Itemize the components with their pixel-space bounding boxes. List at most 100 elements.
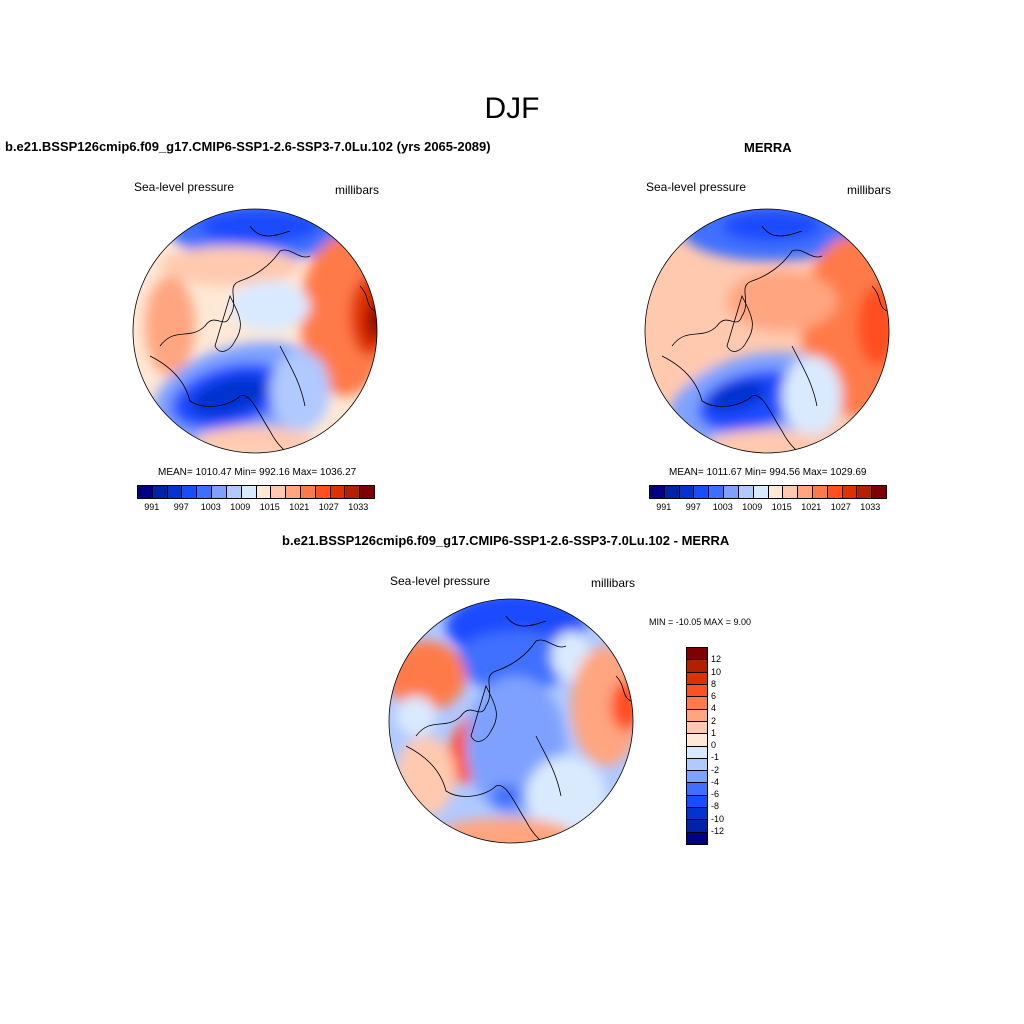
colorbar-swatch	[271, 486, 287, 498]
colorbar-swatch	[345, 486, 361, 498]
coastline	[149, 225, 376, 452]
pressure-contour-region	[396, 736, 456, 816]
pressure-contour-region	[722, 210, 822, 242]
pressure-contour-region	[230, 281, 310, 331]
colorbar-tick-label: 8	[711, 678, 717, 689]
colorbar-tick-label: 1009	[230, 502, 251, 512]
colorbar-swatch	[226, 486, 242, 498]
colorbar-swatch	[330, 486, 346, 498]
colorbar-swatch	[687, 746, 707, 759]
colorbar-tick-label: 1021	[801, 502, 822, 512]
panel1-variable-label: Sea-level pressure	[134, 180, 235, 194]
pressure-contour-region	[270, 351, 330, 431]
colorbar-swatch	[687, 709, 707, 722]
colorbar-swatch	[812, 486, 828, 498]
colorbar-swatch	[197, 486, 213, 498]
panel1-polar-map	[132, 208, 378, 454]
colorbar-swatch	[842, 486, 858, 498]
colorbar-tick-label: 2	[711, 715, 717, 726]
colorbar-swatch	[687, 734, 707, 747]
pressure-contour-region	[200, 209, 320, 244]
panel2-polar-map	[644, 208, 890, 454]
colorbar-swatch	[687, 771, 707, 784]
colorbar-swatch	[167, 486, 183, 498]
pressure-contour-region	[367, 301, 377, 341]
panel2-variable-label: Sea-level pressure	[646, 180, 747, 194]
panel1-title: b.e21.BSSP126cmip6.f09_g17.CMIP6-SSP1-2.…	[5, 139, 491, 154]
colorbar-swatch	[827, 486, 843, 498]
colorbar-swatch	[650, 486, 665, 498]
colorbar-tick-label: 10	[711, 666, 722, 677]
colorbar-swatch	[687, 783, 707, 796]
colorbar-tick-label: 4	[711, 703, 717, 714]
colorbar-swatch	[679, 486, 695, 498]
colorbar-tick-label: 1003	[200, 502, 221, 512]
colorbar-swatch	[738, 486, 754, 498]
panel3-polar-map	[388, 598, 634, 844]
panel2-colorbar	[649, 485, 887, 499]
panel3-variable-label: Sea-level pressure	[390, 574, 491, 588]
colorbar-tick-label: 1	[711, 727, 717, 738]
colorbar-swatch	[687, 721, 707, 735]
panel2-stats: MEAN= 1011.67 Min= 994.56 Max= 1029.69	[669, 467, 867, 478]
map-boundary	[132, 208, 378, 454]
panel2-units-label: millibars	[847, 183, 892, 197]
colorbar-swatch	[138, 486, 153, 498]
colorbar-swatch	[315, 486, 331, 498]
pressure-contour-region	[571, 646, 633, 766]
colorbar-swatch	[286, 486, 301, 498]
colorbar-swatch	[212, 486, 227, 498]
pressure-contour-region	[160, 246, 300, 286]
colorbar-swatch	[687, 697, 707, 710]
pressure-contour-region	[491, 784, 521, 808]
colorbar-swatch	[687, 795, 707, 809]
colorbar-swatch	[687, 758, 707, 772]
colorbar-swatch	[687, 648, 707, 661]
colorbar-tick-label: 997	[685, 502, 701, 512]
colorbar-tick-label: -10	[711, 813, 725, 824]
figure-title: DJF	[484, 92, 540, 125]
colorbar-tick-label: 1015	[771, 502, 792, 512]
colorbar-tick-label: -8	[711, 801, 720, 812]
colorbar-swatch	[687, 832, 707, 844]
colorbar-tick-label: 997	[173, 502, 189, 512]
map-boundary	[644, 208, 890, 454]
colorbar-swatch	[256, 486, 272, 498]
pressure-contour-region	[667, 301, 717, 391]
colorbar-swatch	[783, 486, 799, 498]
colorbar-swatch	[872, 486, 886, 498]
pressure-contour-region	[396, 696, 436, 736]
colorbar-swatch	[664, 486, 680, 498]
colorbar-swatch	[709, 486, 725, 498]
colorbar-swatch	[687, 684, 707, 698]
colorbar-swatch	[687, 808, 707, 821]
colorbar-swatch	[694, 486, 710, 498]
colorbar-tick-label: 991	[656, 502, 672, 512]
panel1-units-label: millibars	[335, 183, 380, 197]
colorbar-swatch	[300, 486, 316, 498]
colorbar-tick-label: -2	[711, 764, 720, 775]
pressure-contour-region	[436, 818, 576, 843]
colorbar-tick-label: -1	[711, 752, 720, 763]
colorbar-tick-label: 6	[711, 691, 717, 701]
colorbar-tick-label: -6	[711, 789, 720, 799]
colorbar-swatch	[152, 486, 168, 498]
colorbar-swatch	[724, 486, 739, 498]
panel2-title: MERRA	[744, 140, 792, 155]
colorbar-swatch	[182, 486, 198, 498]
colorbar-tick-label: 1015	[259, 502, 280, 512]
colorbar-swatch	[687, 820, 707, 833]
pressure-contour-region	[727, 271, 837, 331]
pressure-contour-region	[526, 756, 606, 836]
colorbar-swatch	[687, 660, 707, 673]
colorbar-tick-label: 1033	[860, 502, 881, 512]
colorbar-tick-label: 1003	[712, 502, 733, 512]
coastline	[405, 615, 632, 842]
colorbar-swatch	[753, 486, 769, 498]
colorbar-tick-label: 1027	[830, 502, 851, 512]
colorbar-tick-label: 12	[711, 654, 722, 665]
pressure-contour-region	[707, 380, 767, 412]
panel3-title: b.e21.BSSP126cmip6.f09_g17.CMIP6-SSP1-2.…	[282, 533, 730, 548]
panel3-units-label: millibars	[591, 576, 636, 590]
colorbar-tick-label: 1009	[742, 502, 763, 512]
